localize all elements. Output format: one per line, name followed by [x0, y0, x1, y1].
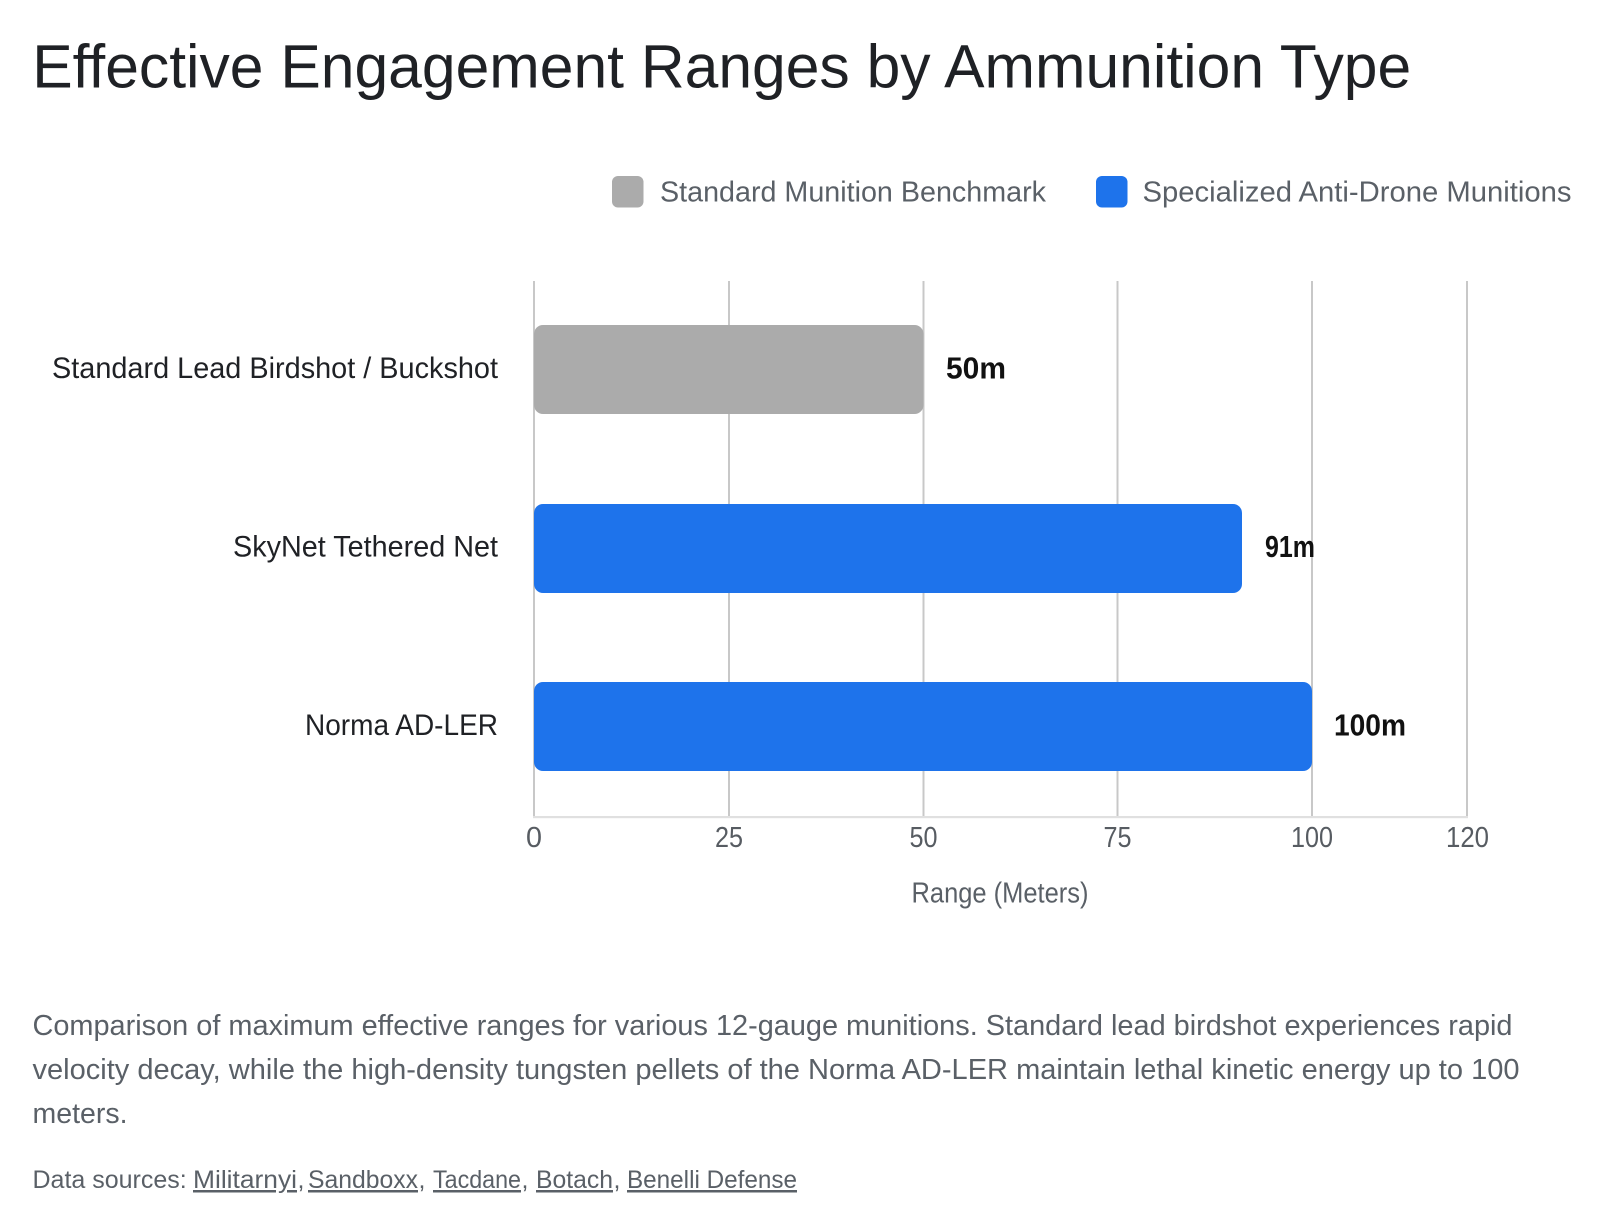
svg-text:75: 75 — [1104, 822, 1132, 854]
svg-text:velocity decay, while the high: velocity decay, while the high-density t… — [33, 1054, 1520, 1086]
svg-text:100: 100 — [1291, 822, 1333, 854]
svg-text:Tacdane: Tacdane — [433, 1166, 521, 1194]
svg-text:,: , — [522, 1166, 529, 1194]
svg-text:Effective Engagement Ranges by: Effective Engagement Ranges by Ammunitio… — [32, 33, 1411, 102]
svg-text:Range (Meters): Range (Meters) — [912, 878, 1089, 910]
svg-text:Standard Lead Birdshot / Bucks: Standard Lead Birdshot / Buckshot — [52, 352, 499, 385]
svg-text:Militarnyi: Militarnyi — [193, 1166, 297, 1194]
svg-text:100m: 100m — [1334, 708, 1406, 743]
svg-text:Specialized Anti-Drone Munitio: Specialized Anti-Drone Munitions — [1143, 177, 1572, 209]
svg-text:Comparison of maximum effectiv: Comparison of maximum effective ranges f… — [33, 1010, 1513, 1042]
svg-text:Sandboxx: Sandboxx — [308, 1166, 418, 1194]
svg-text:91m: 91m — [1265, 529, 1315, 564]
svg-text:25: 25 — [715, 822, 743, 854]
svg-text:50: 50 — [910, 822, 938, 854]
svg-text:Data sources:: Data sources: — [33, 1166, 187, 1194]
svg-text:SkyNet Tethered Net: SkyNet Tethered Net — [233, 531, 499, 564]
svg-text:Benelli Defense: Benelli Defense — [627, 1166, 797, 1194]
svg-text:Botach: Botach — [536, 1166, 613, 1194]
svg-text:0: 0 — [526, 822, 542, 854]
svg-text:Norma AD-LER: Norma AD-LER — [305, 709, 498, 742]
svg-text:50m: 50m — [946, 351, 1006, 386]
svg-text:,: , — [419, 1166, 426, 1194]
svg-text:Standard Munition Benchmark: Standard Munition Benchmark — [660, 177, 1046, 209]
svg-text:,: , — [298, 1166, 305, 1194]
svg-text:120: 120 — [1446, 822, 1489, 854]
svg-text:,: , — [614, 1166, 621, 1194]
svg-text:meters.: meters. — [33, 1098, 128, 1130]
